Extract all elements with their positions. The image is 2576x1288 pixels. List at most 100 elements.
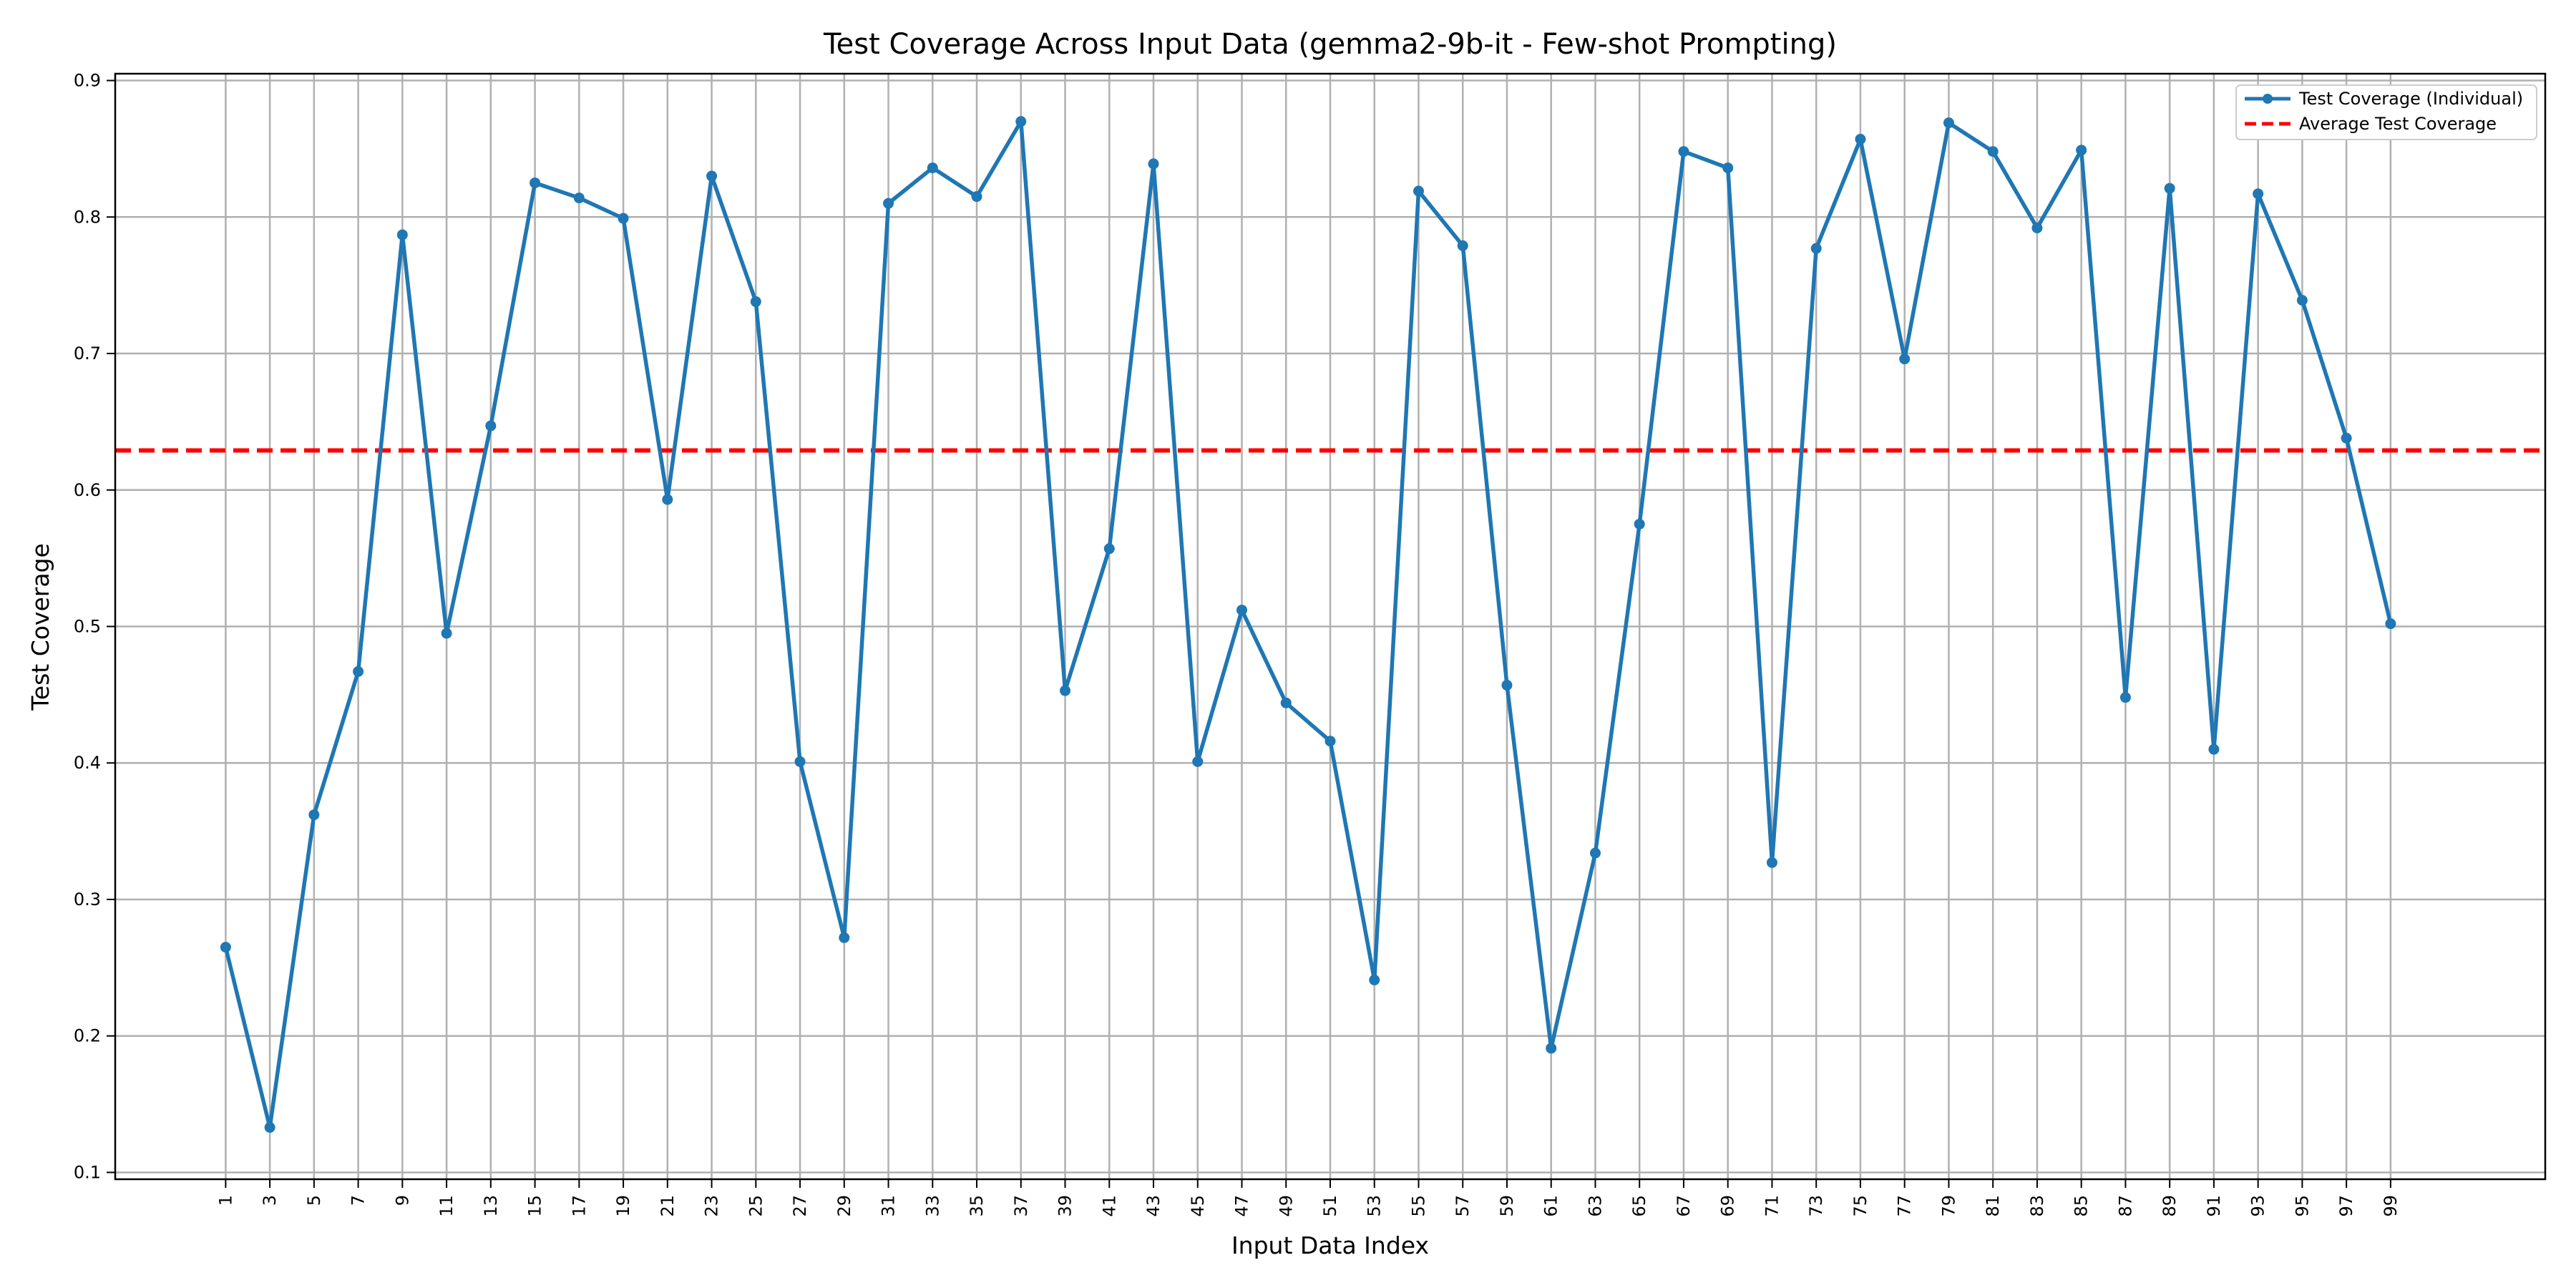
data-point (1855, 134, 1866, 145)
y-tick-label: 0.7 (74, 343, 101, 364)
y-axis-ticks: 0.1 0.2 0.3 0.4 0.5 0.6 0.7 0.8 0.9 (74, 71, 115, 1182)
data-point (1634, 518, 1645, 530)
data-point (2164, 182, 2175, 194)
x-tick-label: 67 (1674, 1195, 1694, 1217)
data-point (2076, 145, 2087, 156)
y-tick-label: 0.6 (74, 480, 101, 500)
y-tick-label: 0.4 (74, 753, 101, 773)
data-point (1369, 975, 1380, 986)
data-point (1810, 243, 1822, 254)
x-tick-label: 21 (658, 1195, 678, 1217)
data-point (530, 177, 541, 189)
x-axis-ticks: 1 3 5 7 9 11 13 15 17 19 21 23 25 27 29 31 33 35 37 39 41 43 4… (215, 1179, 2401, 1217)
data-point (573, 192, 585, 204)
x-tick-label: 3 (260, 1195, 280, 1206)
x-tick-label: 97 (2336, 1195, 2356, 1217)
data-point (1899, 353, 1911, 365)
x-tick-label: 41 (1099, 1195, 1119, 1217)
data-point (618, 213, 629, 224)
y-tick-label: 0.8 (74, 207, 101, 227)
x-tick-label: 59 (1497, 1195, 1517, 1217)
x-tick-label: 63 (1585, 1195, 1605, 1217)
data-point (750, 296, 761, 308)
x-tick-label: 57 (1453, 1195, 1473, 1217)
data-point (1015, 116, 1027, 127)
x-tick-label: 85 (2072, 1195, 2092, 1217)
data-point (1060, 685, 1071, 696)
x-tick-label: 43 (1143, 1195, 1163, 1217)
data-point (1103, 543, 1115, 555)
x-tick-label: 61 (1541, 1195, 1561, 1217)
data-point (1236, 605, 1248, 616)
data-point (2385, 618, 2396, 630)
chart-title: Test Coverage Across Input Data (gemma2-… (823, 28, 1837, 61)
data-point (2296, 295, 2308, 306)
data-point (1987, 146, 1999, 157)
x-tick-label: 35 (967, 1195, 987, 1217)
y-tick-label: 0.1 (74, 1162, 101, 1182)
data-point (662, 494, 673, 505)
x-tick-label: 89 (2160, 1195, 2180, 1217)
legend-box (2235, 84, 2537, 140)
data-point (1766, 857, 1777, 868)
data-point (220, 942, 231, 953)
y-tick-label: 0.2 (74, 1026, 101, 1046)
data-point (2341, 432, 2352, 444)
x-tick-label: 9 (392, 1195, 412, 1206)
x-tick-label: 19 (613, 1195, 633, 1217)
data-point (1501, 680, 1513, 691)
data-point (308, 809, 320, 821)
data-point (883, 197, 894, 209)
data-point (2031, 223, 2043, 234)
x-tick-label: 55 (1408, 1195, 1428, 1217)
data-point (1280, 697, 1292, 708)
x-tick-label: 17 (569, 1195, 589, 1217)
x-tick-label: 53 (1365, 1195, 1385, 1217)
legend-label-individual: Test Coverage (Individual) (2298, 89, 2523, 109)
data-point (1589, 847, 1601, 859)
x-tick-label: 25 (746, 1195, 766, 1217)
x-tick-label: 81 (1983, 1195, 2003, 1217)
x-tick-label: 13 (481, 1195, 501, 1217)
data-point (927, 162, 938, 174)
data-point (441, 628, 452, 639)
data-point (1722, 162, 1734, 174)
data-point (1546, 1043, 1557, 1054)
data-point (353, 665, 364, 677)
legend: Test Coverage (Individual) Average Test … (2235, 84, 2537, 140)
data-point (485, 420, 497, 431)
y-tick-label: 0.3 (74, 889, 101, 909)
data-point (2208, 743, 2220, 755)
series-layer (220, 116, 2396, 1133)
series-line-individual (223, 119, 2393, 1130)
data-point (1413, 185, 1424, 197)
legend-marker-individual (2263, 94, 2273, 104)
x-tick-label: 39 (1055, 1195, 1075, 1217)
data-point (1192, 756, 1204, 767)
data-point (2253, 188, 2264, 200)
legend-label-average: Average Test Coverage (2299, 114, 2497, 134)
data-point (794, 756, 806, 767)
y-axis-label: Test Coverage (26, 543, 54, 711)
data-point (1457, 240, 1468, 251)
x-tick-label: 29 (834, 1195, 854, 1217)
x-tick-label: 87 (2115, 1195, 2135, 1217)
x-tick-label: 5 (304, 1195, 324, 1206)
x-tick-label: 11 (436, 1195, 457, 1217)
data-point (971, 191, 982, 203)
x-axis-label: Input Data Index (1231, 1231, 1429, 1259)
x-tick-label: 71 (1762, 1195, 1782, 1217)
x-tick-label: 37 (1011, 1195, 1031, 1217)
x-tick-label: 15 (525, 1195, 545, 1217)
y-tick-label: 0.9 (74, 71, 101, 91)
data-point (706, 170, 718, 182)
x-tick-label: 77 (1895, 1195, 1915, 1217)
data-point (1324, 736, 1336, 747)
x-tick-label: 65 (1629, 1195, 1649, 1217)
x-tick-label: 1 (215, 1195, 235, 1206)
x-tick-label: 51 (1320, 1195, 1340, 1217)
x-tick-label: 7 (348, 1195, 369, 1206)
data-point (1943, 117, 1954, 129)
y-tick-label: 0.5 (74, 617, 101, 637)
x-tick-label: 69 (1718, 1195, 1738, 1217)
